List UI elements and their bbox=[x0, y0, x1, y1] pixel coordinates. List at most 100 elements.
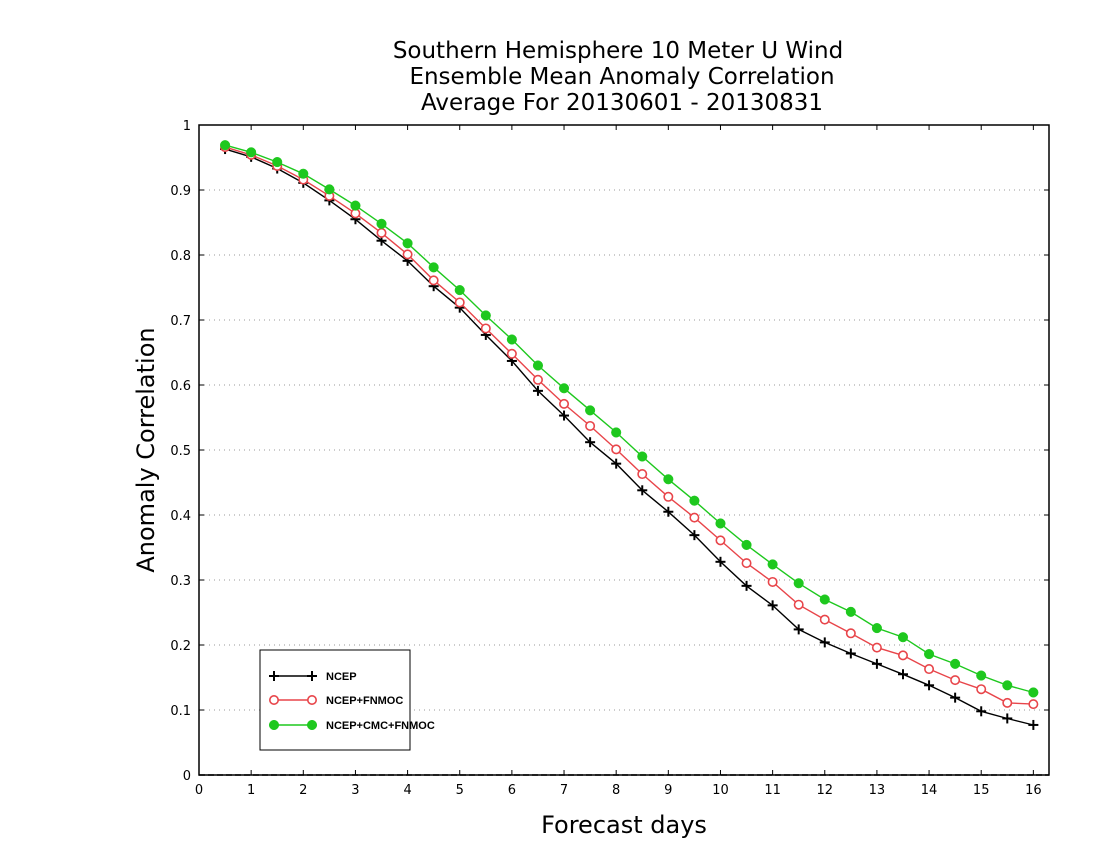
x-tick-label-8: 8 bbox=[612, 783, 620, 798]
legend-marker-left-1 bbox=[268, 694, 279, 705]
series-1-point-21 bbox=[767, 576, 778, 587]
series-2-point-6 bbox=[376, 218, 387, 229]
series-0-point-14 bbox=[585, 437, 596, 448]
y-tick-label-8: 0.8 bbox=[170, 249, 191, 264]
series-0-point-22 bbox=[793, 624, 804, 635]
series-2-point-9 bbox=[454, 285, 465, 296]
series-layer bbox=[220, 140, 1039, 730]
y-tick-label-9: 0.9 bbox=[170, 184, 191, 199]
series-1-point-13 bbox=[559, 398, 570, 409]
x-tick-label-16: 16 bbox=[1025, 783, 1042, 798]
series-1-point-23 bbox=[819, 614, 830, 625]
series-1-point-26 bbox=[897, 650, 908, 661]
series-0-point-15 bbox=[611, 458, 622, 469]
series-2-point-28 bbox=[950, 658, 961, 669]
legend-marker-left-0 bbox=[269, 671, 279, 681]
x-tick-label-7: 7 bbox=[560, 783, 568, 798]
series-1-point-29 bbox=[976, 684, 987, 695]
y-tick-label-3: 0.3 bbox=[170, 574, 191, 589]
series-0-point-24 bbox=[845, 648, 856, 659]
series-0-point-16 bbox=[637, 485, 648, 496]
series-2-point-8 bbox=[428, 262, 439, 273]
x-tick-label-2: 2 bbox=[299, 783, 307, 798]
series-2-point-11 bbox=[506, 334, 517, 345]
series-0-point-25 bbox=[871, 658, 882, 669]
chart-title-line-2: Ensemble Mean Anomaly Correlation bbox=[409, 64, 834, 90]
legend-label-1: NCEP+FNMOC bbox=[326, 695, 403, 707]
series-0-point-18 bbox=[689, 530, 700, 541]
y-tick-label-0: 0 bbox=[183, 769, 191, 784]
series-2-point-3 bbox=[298, 168, 309, 179]
series-2-point-25 bbox=[871, 623, 882, 634]
x-tick-label-4: 4 bbox=[403, 783, 411, 798]
series-1-point-22 bbox=[793, 599, 804, 610]
series-0-point-12 bbox=[532, 385, 543, 396]
x-tick-label-0: 0 bbox=[195, 783, 203, 798]
gridlines bbox=[199, 189, 1049, 711]
series-1-point-16 bbox=[637, 469, 648, 480]
series-0-point-23 bbox=[819, 637, 830, 648]
y-tick-label-2: 0.2 bbox=[170, 639, 191, 654]
series-0-point-17 bbox=[663, 506, 674, 517]
series-1-point-15 bbox=[611, 444, 622, 455]
y-axis-label: Anomaly Correlation bbox=[132, 327, 160, 572]
series-1-point-7 bbox=[402, 249, 413, 260]
legend-items: NCEP NCEP+FNMOC NCEP+CMC+FNMOC bbox=[268, 671, 435, 732]
series-0 bbox=[220, 144, 1039, 730]
legend-item-1: NCEP+FNMOC bbox=[268, 694, 403, 707]
series-2-point-20 bbox=[741, 539, 752, 550]
series-1-point-28 bbox=[950, 675, 961, 686]
series-1-point-18 bbox=[689, 512, 700, 523]
legend-item-2: NCEP+CMC+FNMOC bbox=[268, 719, 435, 732]
series-0-point-30 bbox=[1002, 713, 1013, 724]
series-0-point-13 bbox=[559, 410, 570, 421]
x-tick-label-1: 1 bbox=[247, 783, 255, 798]
series-1-point-27 bbox=[924, 664, 935, 675]
series-2-point-10 bbox=[480, 310, 491, 321]
series-1-point-10 bbox=[480, 323, 491, 334]
series-0-point-21 bbox=[767, 600, 778, 611]
series-1-point-20 bbox=[741, 558, 752, 569]
chart-title: Southern Hemisphere 10 Meter U Wind Ense… bbox=[393, 38, 843, 116]
x-tick-label-5: 5 bbox=[456, 783, 464, 798]
y-tick-label-4: 0.4 bbox=[170, 509, 191, 524]
series-2-point-26 bbox=[897, 632, 909, 643]
series-0-point-29 bbox=[976, 706, 987, 717]
y-tick-labels: 0 0.1 0.2 0.3 0.4 0.5 0.6 0.7 0.8 0.9 1 bbox=[170, 119, 191, 784]
series-1-point-12 bbox=[532, 374, 543, 385]
series-0-point-26 bbox=[897, 669, 908, 680]
series-line-2 bbox=[224, 144, 1034, 694]
series-1-point-17 bbox=[663, 491, 674, 502]
series-2-point-30 bbox=[1002, 680, 1013, 691]
series-1-point-9 bbox=[454, 297, 465, 308]
series-2-point-12 bbox=[532, 360, 544, 371]
x-tick-label-6: 6 bbox=[508, 783, 516, 798]
x-tick-label-10: 10 bbox=[712, 783, 729, 798]
legend-marker-right-2 bbox=[306, 719, 318, 731]
series-2 bbox=[220, 140, 1039, 698]
series-0-point-28 bbox=[950, 692, 961, 703]
x-tick-label-11: 11 bbox=[764, 783, 781, 798]
y-tick-label-5: 0.5 bbox=[170, 444, 191, 459]
series-0-point-20 bbox=[741, 580, 752, 591]
series-2-point-7 bbox=[402, 238, 413, 249]
y-tick-label-10: 1 bbox=[183, 119, 191, 134]
x-tick-labels: 0 1 2 3 4 5 6 7 8 9 10 11 12 13 14 15 16 bbox=[195, 783, 1042, 798]
series-line-1 bbox=[224, 146, 1034, 705]
x-axis-label: Forecast days bbox=[541, 811, 707, 839]
series-0-point-31 bbox=[1028, 719, 1039, 730]
axes bbox=[198, 124, 1050, 776]
series-line-0 bbox=[224, 148, 1034, 726]
series-2-point-19 bbox=[715, 518, 726, 529]
series-1-point-8 bbox=[428, 275, 439, 286]
y-tick-label-6: 0.6 bbox=[170, 379, 191, 394]
series-1-point-24 bbox=[845, 628, 856, 639]
chart-title-line-1: Southern Hemisphere 10 Meter U Wind bbox=[393, 38, 843, 64]
series-2-point-1 bbox=[246, 147, 257, 158]
series-2-point-14 bbox=[585, 405, 596, 416]
legend-item-0: NCEP bbox=[269, 671, 357, 683]
series-2-point-31 bbox=[1028, 687, 1039, 698]
series-1 bbox=[220, 142, 1039, 710]
series-1-point-14 bbox=[585, 420, 596, 431]
series-2-point-2 bbox=[272, 157, 283, 168]
